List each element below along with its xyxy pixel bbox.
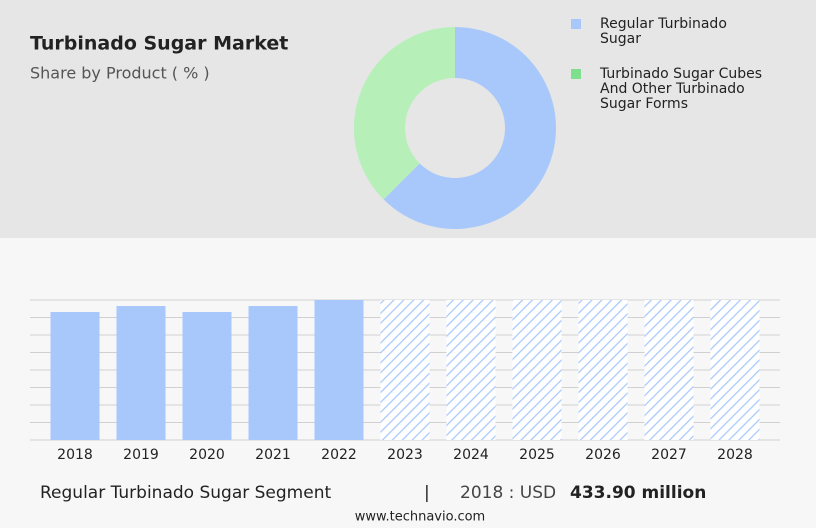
legend-label: Regular Turbinado Sugar bbox=[600, 16, 727, 47]
year-label: 2018 : USD bbox=[460, 483, 556, 503]
value-label: 433.90 million bbox=[570, 483, 706, 503]
bar bbox=[50, 312, 100, 440]
legend-label: Turbinado Sugar Cubes And Other Turbinado… bbox=[599, 66, 762, 112]
x-tick-label: 2025 bbox=[519, 447, 555, 463]
forecast-placeholder bbox=[578, 300, 628, 440]
donut-slice bbox=[383, 27, 556, 229]
forecast-placeholder bbox=[380, 300, 430, 440]
forecast-placeholder bbox=[512, 300, 562, 440]
x-tick-label: 2018 bbox=[57, 447, 93, 463]
chart-title: Turbinado Sugar Market bbox=[30, 33, 288, 55]
separator: | bbox=[424, 483, 430, 503]
x-tick-label: 2026 bbox=[585, 447, 621, 463]
legend-swatch bbox=[571, 19, 581, 29]
bar bbox=[116, 306, 166, 440]
legend-swatch bbox=[571, 69, 581, 79]
x-tick-label: 2021 bbox=[255, 447, 291, 463]
bar bbox=[182, 312, 232, 440]
bar-chart: 2018 2019 2020 2021 2022 2023 2024 2025 2026 2027… bbox=[30, 299, 780, 463]
x-tick-label: 2022 bbox=[321, 447, 357, 463]
forecast-placeholder bbox=[710, 300, 760, 440]
x-tick-label: 2024 bbox=[453, 447, 489, 463]
donut-slice bbox=[353, 27, 455, 200]
x-tick-label: 2019 bbox=[123, 447, 159, 463]
donut bbox=[353, 27, 556, 229]
forecast-placeholder bbox=[644, 300, 694, 440]
x-tick-label: 2027 bbox=[651, 447, 687, 463]
x-tick-label: 2028 bbox=[717, 447, 753, 463]
bar bbox=[314, 300, 364, 440]
x-tick-label: 2023 bbox=[387, 447, 423, 463]
segment-label: Regular Turbinado Sugar Segment bbox=[40, 483, 331, 503]
forecast-placeholder bbox=[446, 300, 496, 440]
chart-subtitle: Share by Product ( % ) bbox=[30, 64, 210, 83]
x-tick-label: 2020 bbox=[189, 447, 225, 463]
source: www.technavio.com bbox=[355, 510, 485, 525]
legend: Regular Turbinado Sugar Turbinado Sugar Cu… bbox=[571, 16, 762, 112]
bar bbox=[248, 306, 298, 440]
